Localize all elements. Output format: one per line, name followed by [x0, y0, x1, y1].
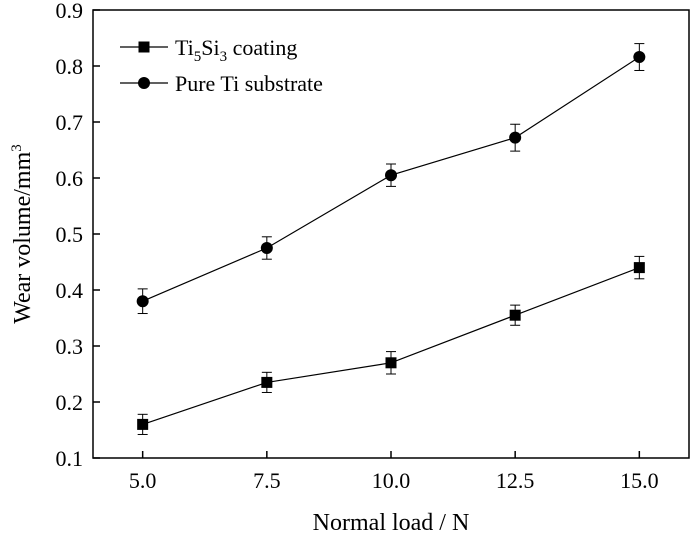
data-point [136, 295, 149, 308]
data-point [260, 242, 273, 254]
series-1 [137, 255, 645, 435]
y-tick-label: 0.8 [56, 54, 84, 79]
x-tick-label: 15.0 [620, 468, 659, 493]
x-tick-label: 5.0 [129, 468, 157, 493]
legend-text-part: Pure Ti substrate [175, 71, 323, 96]
y-axis-title: Wear volume/mm3 [9, 144, 36, 324]
data-point [509, 309, 521, 321]
data-point [385, 169, 397, 182]
y-tick-label: 0.5 [56, 222, 84, 247]
legend-marker [138, 77, 150, 89]
series-2 [136, 43, 646, 315]
legend-item-1: Ti5Si3 coating [120, 35, 297, 65]
legend-text-part: coating [227, 35, 297, 60]
data-point [633, 262, 645, 274]
series-line [142, 267, 640, 425]
legend-item-2: Pure Ti substrate [120, 71, 323, 96]
y-axis: 0.1 0.2 0.3 0.4 0.5 0.6 0.7 0.8 0.9 [56, 0, 100, 471]
y-tick-label: 0.4 [56, 278, 84, 303]
x-tick-label: 10.0 [372, 468, 411, 493]
y-axis-title-superscript: 3 [9, 144, 25, 152]
y-tick-label: 0.6 [56, 166, 84, 191]
y-axis-title-main: Wear volume/mm [10, 151, 36, 323]
legend: Ti5Si3 coating Pure Ti substrate [120, 35, 323, 96]
legend-text-part: Si [201, 35, 219, 60]
data-point [385, 357, 397, 369]
x-tick-label: 12.5 [496, 468, 535, 493]
legend-label: Ti5Si3 coating [175, 35, 297, 65]
y-tick-label: 0.3 [56, 334, 84, 359]
y-tick-label: 0.1 [56, 446, 84, 471]
data-point [633, 51, 646, 64]
x-tick-label: 7.5 [253, 468, 281, 493]
legend-text-part: Ti [175, 35, 194, 60]
data-point [137, 418, 149, 430]
x-axis-title: Normal load / N [313, 510, 470, 536]
y-tick-label: 0.9 [56, 0, 84, 23]
legend-subscript: 3 [220, 49, 228, 65]
x-axis: 5.0 7.5 10.0 12.5 15.0 [129, 451, 659, 493]
data-point [509, 131, 522, 144]
series-layer [136, 43, 646, 435]
legend-subscript: 5 [194, 49, 202, 65]
data-point [261, 376, 273, 388]
legend-marker [138, 41, 150, 53]
legend-label: Pure Ti substrate [175, 71, 323, 96]
y-tick-label: 0.7 [56, 110, 84, 135]
y-tick-label: 0.2 [56, 390, 84, 415]
